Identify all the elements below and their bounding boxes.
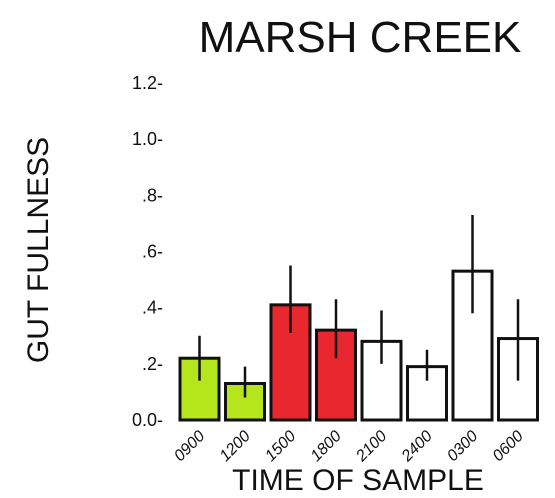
x-tick-label: 0300: [444, 428, 481, 465]
error-bars: [198, 214, 520, 398]
x-tick-label: 0900: [171, 428, 208, 465]
x-tick-label: 1800: [308, 428, 345, 465]
bars: [178, 269, 539, 422]
y-tick-label: .8-: [142, 185, 163, 205]
x-axis-label: TIME OF SAMPLE: [232, 464, 484, 497]
chart-title: MARSH CREEK: [199, 13, 522, 62]
y-tick-label: 0.0-: [132, 410, 163, 430]
x-tick-label: 0600: [490, 428, 527, 465]
x-tick-label: 1500: [262, 428, 299, 465]
y-axis-label: GUT FULLNESS: [22, 137, 55, 363]
x-axis-ticks: 0900 1200 1500 1800 2100 2400 0300 0600: [171, 428, 527, 466]
y-tick-label: .6-: [142, 242, 163, 262]
x-tick-label: 2400: [398, 428, 436, 466]
y-axis-ticks: 0.0- .2- .4- .6- .8- 1.0- 1.2-: [132, 73, 163, 430]
y-tick-label: .2-: [142, 354, 163, 374]
bar-1800: [315, 328, 357, 422]
y-tick-label: 1.0-: [132, 129, 163, 149]
y-tick-label: 1.2-: [132, 73, 163, 93]
x-tick-label: 1200: [217, 428, 254, 465]
x-tick-label: 2100: [352, 428, 390, 466]
y-tick-label: .4-: [142, 298, 163, 318]
